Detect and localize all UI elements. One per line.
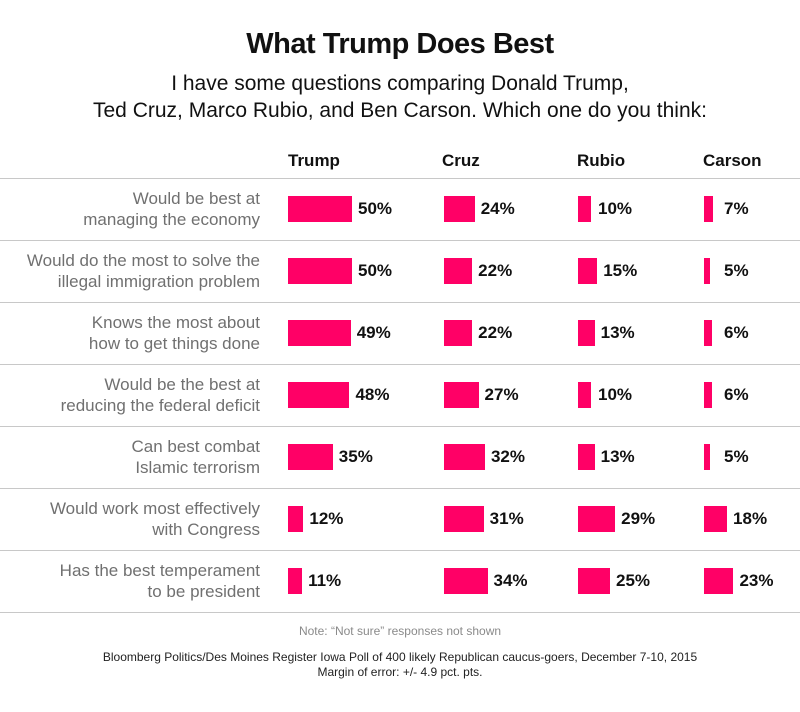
column-header-trump: Trump <box>288 151 340 170</box>
bar-rubio <box>578 568 610 594</box>
row-label: Would be the best at reducing the federal… <box>0 374 260 416</box>
chart-note: Note: “Not sure” responses not shown <box>298 624 502 638</box>
value-label-trump: 50% <box>358 199 393 218</box>
value-label-cruz: 34% <box>493 571 528 590</box>
row-label-line: how to get things done <box>88 334 260 353</box>
source-line-2: Margin of error: +/- 4.9 pct. pts. <box>317 665 483 679</box>
bar-trump <box>288 320 351 346</box>
subtitle-line-2: Ted Cruz, Marco Rubio, and Ben Carson. W… <box>93 99 707 122</box>
value-label-rubio: 13% <box>600 323 635 342</box>
row-divider <box>0 178 800 179</box>
subtitle-line-1: I have some questions comparing Donald T… <box>171 72 629 95</box>
bar-rubio <box>578 258 598 284</box>
row-label-line: to be president <box>147 582 260 601</box>
bar-trump <box>288 568 303 594</box>
bar-carson <box>704 568 734 594</box>
row-label: Knows the most about how to get things do… <box>0 312 260 354</box>
row-label-line: Would be the best at <box>104 375 260 394</box>
row-label-line: illegal immigration problem <box>57 272 260 291</box>
bar-carson <box>704 196 713 222</box>
row-label-line: with Congress <box>152 520 260 539</box>
row-divider <box>0 364 800 365</box>
value-label-rubio: 29% <box>621 509 656 528</box>
bar-rubio <box>578 382 591 408</box>
value-label-rubio: 13% <box>600 447 635 466</box>
value-label-carson: 7% <box>724 199 749 218</box>
value-label-cruz: 31% <box>489 509 524 528</box>
row-label-line: Would be best at <box>132 189 260 208</box>
row-label-line: Would work most effectively <box>49 499 260 518</box>
bar-cruz <box>444 506 484 532</box>
row-label: Would work most effectively with Congress <box>0 498 260 540</box>
row-divider <box>0 612 800 613</box>
bar-trump <box>288 258 352 284</box>
bar-rubio <box>578 196 591 222</box>
bar-rubio <box>578 506 616 532</box>
source-line-1: Bloomberg Politics/Des Moines Register I… <box>102 650 698 664</box>
column-header-cruz: Cruz <box>442 151 480 170</box>
value-label-trump: 48% <box>355 385 390 404</box>
value-label-trump: 12% <box>309 509 344 528</box>
row-label-line: Would do the most to solve the <box>26 251 260 270</box>
value-label-rubio: 15% <box>603 261 638 280</box>
row-label: Has the best temperament to be president <box>0 560 260 602</box>
row-label: Can best combat Islamic terrorism <box>0 436 260 478</box>
bar-trump <box>288 506 304 532</box>
row-label: Would do the most to solve the illegal im… <box>0 250 260 292</box>
row-divider <box>0 426 800 427</box>
row-divider <box>0 302 800 303</box>
row-label-line: Can best combat <box>131 437 260 456</box>
value-label-rubio: 10% <box>598 385 633 404</box>
bar-rubio <box>578 444 595 470</box>
value-label-carson: 18% <box>733 509 768 528</box>
row-label-line: Knows the most about <box>91 313 260 332</box>
value-label-cruz: 22% <box>478 261 513 280</box>
bar-trump <box>288 444 333 470</box>
value-label-trump: 35% <box>338 447 373 466</box>
bar-trump <box>288 196 352 222</box>
column-header-rubio: Rubio <box>577 151 626 170</box>
row-label: Would be best at managing the economy <box>0 188 260 230</box>
value-label-trump: 49% <box>356 323 391 342</box>
bar-cruz <box>444 196 475 222</box>
bar-cruz <box>444 568 488 594</box>
value-label-trump: 50% <box>358 261 393 280</box>
row-divider <box>0 240 800 241</box>
bar-rubio <box>578 320 595 346</box>
value-label-cruz: 32% <box>490 447 525 466</box>
chart-title: What Trump Does Best <box>246 28 554 60</box>
chart-subtitle: I have some questions comparing Donald T… <box>0 70 800 124</box>
bar-carson <box>704 258 711 284</box>
column-header-carson: Carson <box>703 151 762 170</box>
bar-cruz <box>444 382 479 408</box>
bar-carson <box>704 382 712 408</box>
row-label-line: reducing the federal deficit <box>60 396 260 415</box>
value-label-carson: 5% <box>724 447 749 466</box>
bar-cruz <box>444 320 473 346</box>
row-label-line: Has the best temperament <box>59 561 260 580</box>
bar-carson <box>704 320 712 346</box>
value-label-cruz: 24% <box>480 199 515 218</box>
value-label-trump: 11% <box>308 571 342 590</box>
value-label-cruz: 27% <box>484 385 519 404</box>
bar-cruz <box>444 258 473 284</box>
bar-cruz <box>444 444 485 470</box>
row-divider <box>0 488 800 489</box>
row-label-line: managing the economy <box>83 210 260 229</box>
value-label-carson: 6% <box>724 385 749 404</box>
value-label-carson: 6% <box>724 323 749 342</box>
value-label-cruz: 22% <box>478 323 513 342</box>
chart-source: Bloomberg Politics/Des Moines Register I… <box>0 650 800 680</box>
bar-carson <box>704 444 711 470</box>
bar-carson <box>704 506 728 532</box>
value-label-carson: 5% <box>724 261 749 280</box>
bar-trump <box>288 382 350 408</box>
row-label-line: Islamic terrorism <box>135 458 260 477</box>
value-label-rubio: 25% <box>616 571 651 590</box>
row-divider <box>0 550 800 551</box>
value-label-carson: 23% <box>739 571 774 590</box>
value-label-rubio: 10% <box>598 199 633 218</box>
